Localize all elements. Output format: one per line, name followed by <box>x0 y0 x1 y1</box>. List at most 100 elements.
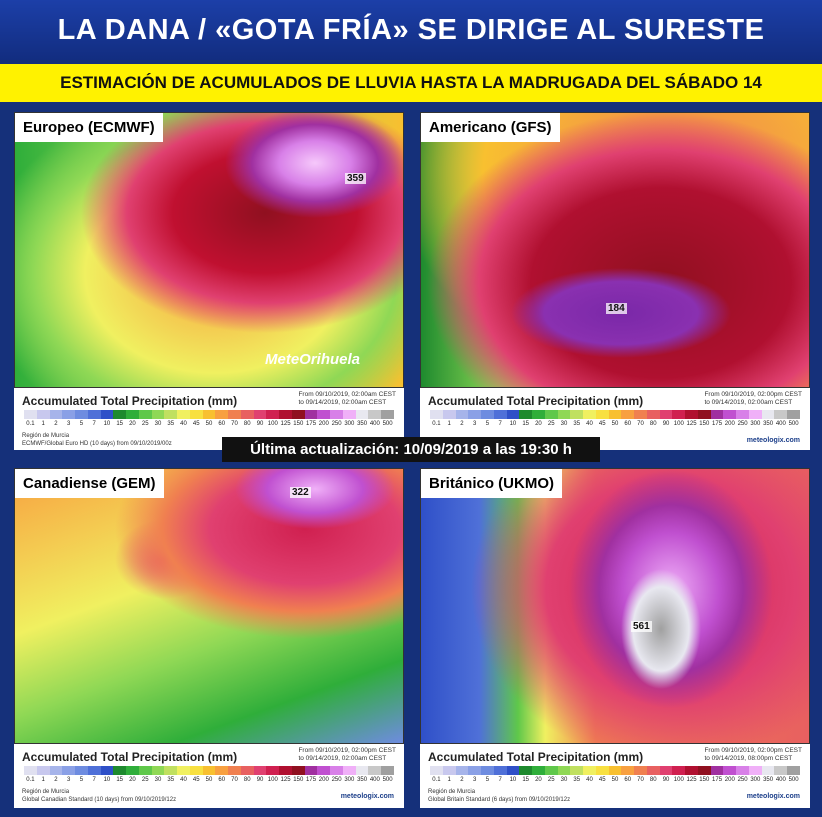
legend-label: 90 <box>662 777 670 783</box>
legend-swatch <box>100 766 114 775</box>
legend-swatch <box>36 766 50 775</box>
legend-label: 200 <box>318 777 329 783</box>
legend-label: 150 <box>293 777 304 783</box>
legend-swatch <box>62 410 76 419</box>
legend-swatch <box>761 766 775 775</box>
legend-swatch <box>697 766 711 775</box>
dates: From 09/10/2019, 02:00am CEST to 09/14/20… <box>298 391 396 407</box>
legend-label: 20 <box>129 777 136 783</box>
legend-swatch <box>342 766 356 775</box>
legend-label: 7 <box>92 777 96 783</box>
legend-swatch <box>49 766 63 775</box>
legend-swatch <box>787 410 800 419</box>
legend-swatch <box>557 766 571 775</box>
legend-swatch <box>189 410 203 419</box>
legend-swatch <box>506 766 520 775</box>
legend-swatch <box>87 410 101 419</box>
legend: Accumulated Total Precipitation (mm) From… <box>14 388 404 450</box>
legend-swatch <box>291 410 305 419</box>
legend-swatch <box>24 766 37 775</box>
legend-title: Accumulated Total Precipitation (mm) <box>22 750 238 764</box>
legend-swatch <box>532 410 545 419</box>
legend-swatch <box>685 410 698 419</box>
legend-swatch <box>253 766 267 775</box>
legend-label: 200 <box>318 421 329 427</box>
legend-label: 7 <box>498 421 502 427</box>
legend-swatch <box>279 766 292 775</box>
map-label: Europeo (ECMWF) <box>15 113 163 142</box>
legend-label: 250 <box>331 777 342 783</box>
legend-label: 30 <box>560 777 568 783</box>
legend-swatch <box>519 410 533 419</box>
legend-label: 100 <box>673 777 684 783</box>
legend-swatch <box>177 410 190 419</box>
legend-label: 35 <box>167 421 175 427</box>
legend-swatch <box>381 410 394 419</box>
date-to: to 09/14/2019, 08:00pm CEST <box>704 755 793 762</box>
legend-swatch <box>748 410 762 419</box>
legend-swatch <box>430 766 443 775</box>
legend-swatch <box>787 766 800 775</box>
legend-label: 125 <box>280 421 291 427</box>
legend-swatch <box>519 766 533 775</box>
legend-swatch <box>532 766 545 775</box>
legend-label: 25 <box>547 421 555 427</box>
legend-title: Accumulated Total Precipitation (mm) <box>22 394 238 408</box>
legend-label: 400 <box>775 421 786 427</box>
map: Británico (UKMO) 561 <box>420 468 810 744</box>
date-from: From 09/10/2019, 02:00pm CEST <box>704 747 802 754</box>
legend-label: 7 <box>92 421 96 427</box>
legend-label: 20 <box>535 777 542 783</box>
legend-swatch <box>570 410 584 419</box>
legend-label: 1 <box>41 777 45 783</box>
legend-label: 35 <box>573 421 581 427</box>
legend-label: 200 <box>724 777 735 783</box>
legend-label: 5 <box>79 421 84 427</box>
legend-swatch <box>659 410 673 419</box>
legend-label: 10 <box>103 421 111 427</box>
legend-label: 50 <box>611 777 619 783</box>
update-bar: Última actualización: 10/09/2019 a las 1… <box>222 437 600 462</box>
legend-label: 350 <box>357 421 368 427</box>
map-label: Canadiense (GEM) <box>15 469 164 498</box>
legend-swatch <box>774 410 788 419</box>
legend-swatch <box>342 410 356 419</box>
legend-swatch <box>634 410 647 419</box>
legend-swatch <box>481 766 494 775</box>
legend-swatch <box>138 766 152 775</box>
legend-swatch <box>723 766 737 775</box>
legend-label: 70 <box>231 777 238 783</box>
legend-swatch <box>62 766 76 775</box>
legend-swatch <box>493 410 507 419</box>
legend-label: 0.1 <box>432 777 441 783</box>
legend-swatch <box>304 766 318 775</box>
legend-label: 25 <box>141 421 149 427</box>
legend-swatch <box>228 766 241 775</box>
legend-label: 50 <box>611 421 619 427</box>
legend-label: 30 <box>154 777 162 783</box>
legend-label: 40 <box>180 777 187 783</box>
legend-label: 100 <box>673 421 684 427</box>
legend-label: 150 <box>699 421 710 427</box>
legend-label: 100 <box>267 421 278 427</box>
legend-swatch <box>330 766 343 775</box>
legend-swatch <box>126 766 139 775</box>
legend-swatch <box>151 766 165 775</box>
legend-label: 60 <box>624 421 632 427</box>
legend-label: 250 <box>331 421 342 427</box>
legend-swatch <box>685 766 698 775</box>
legend-swatch <box>608 766 622 775</box>
legend-label: 5 <box>79 777 84 783</box>
legend-label: 90 <box>662 421 670 427</box>
legend-swatch <box>202 766 216 775</box>
brand: meteologix.com <box>340 793 394 800</box>
legend-swatch <box>126 410 139 419</box>
legend-label: 500 <box>382 421 393 427</box>
dates: From 09/10/2019, 02:00pm CEST to 09/14/20… <box>298 747 396 763</box>
legend-swatch <box>368 410 382 419</box>
legend-label: 400 <box>775 777 786 783</box>
legend-swatch <box>442 766 456 775</box>
legend-swatch <box>723 410 737 419</box>
legend-label: 15 <box>522 421 530 427</box>
legend-swatch <box>279 410 292 419</box>
